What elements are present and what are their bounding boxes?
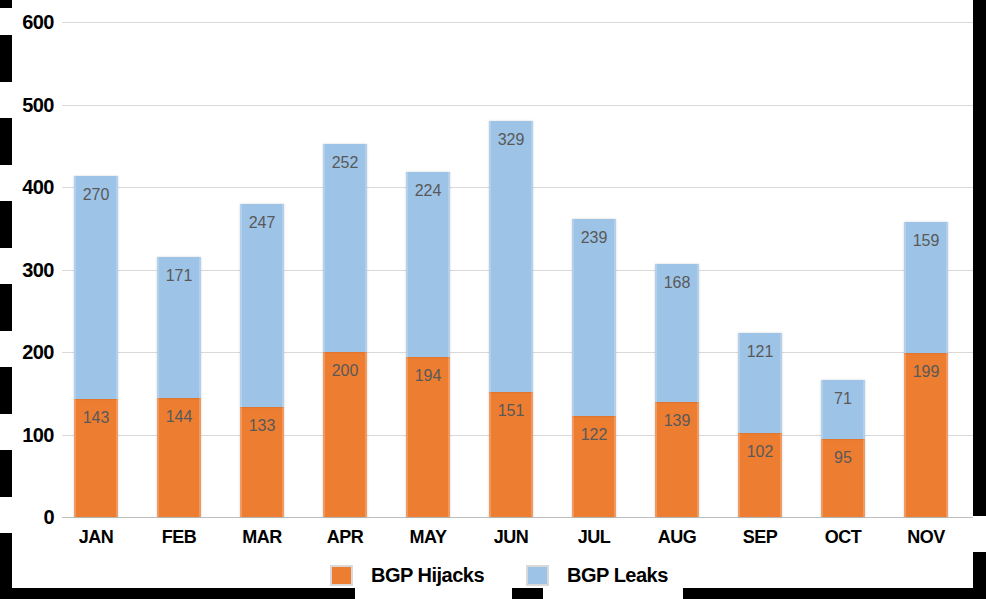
frame-left-dash-1 [0, 35, 12, 82]
value-label-jan-0: 143 [64, 409, 128, 427]
legend-label-bgp-leaks: BGP Leaks [567, 564, 668, 586]
bar-segment-bgp-leaks-jan [74, 176, 118, 399]
x-axis-line [62, 517, 973, 518]
value-label-may-0: 194 [396, 367, 460, 385]
bar-segment-bgp-leaks-jun [489, 121, 533, 392]
value-label-jun-0: 151 [479, 402, 543, 420]
value-label-oct-0: 95 [811, 449, 875, 467]
gridline-500 [62, 105, 973, 106]
x-axis-label-may: MAY [386, 526, 470, 548]
x-axis-label-sep: SEP [718, 526, 802, 548]
value-label-jan-1: 270 [64, 186, 128, 204]
legend-swatch-bgp-leaks [526, 565, 549, 586]
legend-label-bgp-hijacks: BGP Hijacks [371, 564, 484, 586]
x-axis-label-feb: FEB [137, 526, 221, 548]
value-label-nov-0: 199 [894, 363, 958, 381]
value-label-mar-0: 133 [230, 417, 294, 435]
x-axis-label-jan: JAN [54, 526, 138, 548]
frame-left-dash-0 [0, 0, 12, 8]
y-axis-tick-600: 600 [0, 11, 54, 33]
y-axis-tick-200: 200 [0, 341, 54, 363]
legend-swatch-bgp-hijacks [330, 565, 353, 586]
frame-left-dash-3 [0, 201, 12, 248]
y-axis-tick-300: 300 [0, 259, 54, 281]
value-label-feb-0: 144 [147, 408, 211, 426]
y-axis-tick-500: 500 [0, 94, 54, 116]
frame-left-dash-4 [0, 284, 12, 331]
value-label-sep-0: 102 [728, 443, 792, 461]
value-label-mar-1: 247 [230, 214, 294, 232]
value-label-apr-0: 200 [313, 362, 377, 380]
y-axis-tick-0: 0 [0, 506, 54, 528]
bar-segment-bgp-leaks-apr [323, 144, 367, 352]
chart-legend: BGP Hijacks BGP Leaks [330, 564, 668, 586]
x-axis-label-nov: NOV [884, 526, 968, 548]
value-label-jul-1: 239 [562, 229, 626, 247]
y-axis-tick-100: 100 [0, 424, 54, 446]
bar-segment-bgp-leaks-mar [240, 204, 284, 408]
value-label-oct-1: 71 [811, 390, 875, 408]
frame-left-dash-2 [0, 118, 12, 165]
bar-segment-bgp-leaks-oct [821, 380, 865, 439]
value-label-jun-1: 329 [479, 131, 543, 149]
value-label-jul-0: 122 [562, 426, 626, 444]
x-axis-label-jul: JUL [552, 526, 636, 548]
legend-background-notch-1 [355, 584, 512, 599]
value-label-apr-1: 252 [313, 154, 377, 172]
legend-background-notch-2 [543, 584, 683, 599]
value-label-sep-1: 121 [728, 343, 792, 361]
value-label-may-1: 224 [396, 182, 460, 200]
value-label-aug-0: 139 [645, 412, 709, 430]
frame-left-dash-6 [0, 450, 12, 497]
x-axis-label-apr: APR [303, 526, 387, 548]
gridline-600 [62, 22, 973, 23]
legend-item-bgp-hijacks: BGP Hijacks [330, 564, 484, 586]
value-label-aug-1: 168 [645, 274, 709, 292]
frame-left-dash-5 [0, 367, 12, 414]
value-label-feb-1: 171 [147, 267, 211, 285]
frame-right-strip-top [973, 0, 986, 516]
x-axis-label-oct: OCT [801, 526, 885, 548]
y-axis-tick-400: 400 [0, 176, 54, 198]
x-axis-label-mar: MAR [220, 526, 304, 548]
chart-canvas: 0 100 200 300 400 500 600 143 270 JAN 144 171 FEB 133… [0, 0, 986, 599]
legend-item-bgp-leaks: BGP Leaks [526, 564, 668, 586]
value-label-nov-1: 159 [894, 232, 958, 250]
x-axis-label-jun: JUN [469, 526, 553, 548]
bar-segment-bgp-leaks-jul [572, 219, 616, 416]
x-axis-label-aug: AUG [635, 526, 719, 548]
